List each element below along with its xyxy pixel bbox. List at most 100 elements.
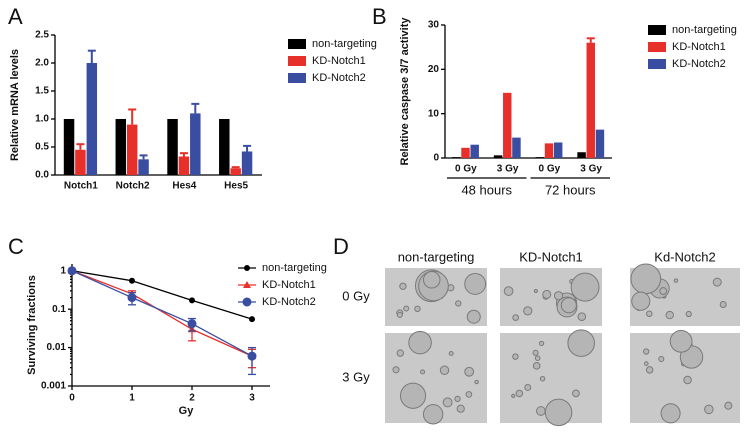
cell	[630, 263, 662, 295]
legend-swatch	[648, 59, 666, 69]
bar	[178, 156, 190, 175]
cell	[439, 365, 450, 375]
group-label: 48 hours	[461, 182, 512, 197]
y-axis-label: Relative mRNA levels	[9, 49, 21, 161]
legend-swatch	[648, 25, 666, 35]
cell	[455, 300, 462, 307]
error-bar	[87, 49, 96, 63]
cell	[399, 282, 407, 290]
micrograph	[500, 329, 602, 427]
cell	[454, 395, 461, 403]
cell	[464, 273, 487, 295]
x-tick-label: 0 Gy	[539, 164, 561, 175]
error-bar	[139, 154, 148, 160]
cell	[466, 309, 481, 324]
legend-label: KD-Notch1	[312, 55, 366, 67]
x-tick-label: 0	[69, 393, 75, 404]
micrograph	[385, 330, 487, 425]
legend-label: KD-Notch2	[672, 58, 726, 70]
x-tick-label: 3	[249, 393, 255, 404]
cell	[538, 340, 545, 347]
column-label: KD-Notch1	[519, 249, 583, 264]
y-axis-label: Relative caspase 3/7 activity	[399, 17, 411, 166]
error-bar	[179, 152, 188, 157]
cell	[570, 272, 600, 302]
series-line	[71, 270, 253, 357]
legend-swatch	[288, 56, 306, 66]
y-tick-label: 1	[60, 265, 66, 276]
bar	[535, 157, 545, 158]
error-bar	[128, 108, 137, 125]
bar	[544, 143, 554, 158]
cell	[712, 277, 722, 287]
micrograph	[500, 268, 602, 326]
cell	[532, 349, 539, 356]
cell	[408, 330, 432, 355]
cell	[544, 398, 573, 427]
column-label: Kd-Notch2	[654, 249, 715, 264]
x-tick-label: Notch2	[116, 181, 150, 192]
column-label: non-targeting	[398, 249, 475, 264]
cell	[396, 349, 405, 357]
cell	[665, 310, 674, 320]
x-tick-label: Notch1	[64, 181, 98, 192]
x-tick-label: Hes4	[172, 181, 196, 192]
y-tick-label: 1.0	[35, 114, 49, 125]
cell	[456, 404, 465, 413]
cell	[420, 369, 426, 375]
x-tick-label: 3 Gy	[497, 164, 519, 175]
y-tick-label: 2.0	[35, 58, 49, 69]
micrograph	[630, 329, 740, 424]
x-tick-label: 1	[129, 393, 135, 404]
bar	[241, 151, 253, 175]
cell	[422, 271, 441, 289]
cell	[414, 305, 421, 313]
marker	[247, 351, 257, 361]
marker	[243, 281, 251, 288]
y-tick-label: 20	[428, 64, 440, 75]
y-axis-label: Surviving fractions	[26, 275, 38, 375]
y-tick-label: 1.5	[35, 86, 49, 97]
cell	[465, 391, 473, 398]
bar	[512, 137, 521, 158]
y-tick-label: 0.1	[52, 304, 66, 315]
cell	[399, 382, 427, 409]
cell	[553, 291, 564, 301]
cell	[660, 403, 681, 424]
cell	[536, 406, 546, 416]
cell	[511, 393, 516, 398]
bar	[126, 124, 138, 175]
error-bar	[191, 102, 200, 114]
group-label: 72 hours	[545, 182, 596, 197]
y-tick-label: 2.5	[35, 30, 49, 41]
error-bar	[243, 144, 252, 152]
cell	[704, 404, 714, 415]
cell	[512, 353, 519, 360]
legend-label: non-targeting	[312, 38, 377, 50]
cell	[669, 329, 693, 353]
x-tick-label: 0 Gy	[455, 164, 477, 175]
cell	[631, 291, 651, 311]
cell	[403, 305, 410, 312]
marker	[127, 293, 137, 303]
cell	[542, 289, 552, 299]
y-tick-label: 10	[428, 108, 440, 119]
cell	[560, 297, 577, 314]
marker	[249, 316, 255, 323]
cell	[532, 362, 541, 370]
cell	[503, 286, 514, 296]
marker	[189, 297, 195, 304]
series-line	[71, 270, 253, 357]
cell	[646, 310, 653, 318]
cell	[512, 314, 520, 321]
cell	[442, 397, 453, 408]
cell	[673, 278, 679, 283]
x-tick-label: Hes5	[224, 181, 248, 192]
bar	[115, 119, 127, 175]
bar	[190, 113, 201, 175]
cell	[392, 366, 400, 374]
cell	[645, 366, 654, 374]
cell	[448, 351, 454, 356]
cell	[422, 404, 444, 425]
marker	[242, 297, 252, 307]
